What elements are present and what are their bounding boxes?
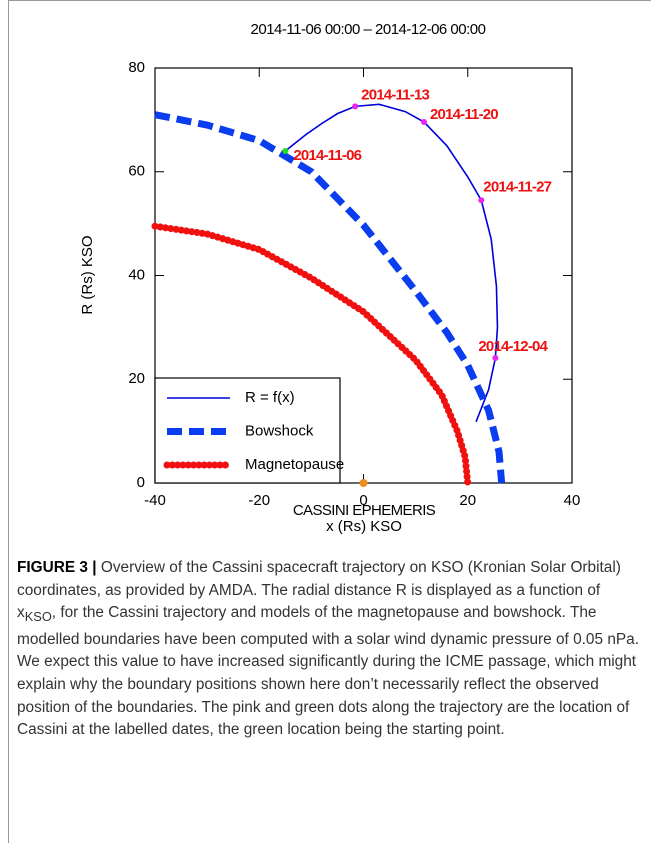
series-line: [284, 103, 499, 423]
x-tick-label: 40: [564, 492, 581, 509]
series-line: [154, 111, 506, 484]
chart-title: 2014-11-06 00:00 – 2014-12-06 00:00: [251, 21, 486, 38]
series-line: [151, 222, 472, 487]
y-tick-label: 60: [128, 163, 145, 180]
caption-subscript: KSO: [24, 609, 52, 625]
planet-marker: [359, 479, 368, 487]
y-tick-label: 80: [128, 59, 145, 76]
x-tick-label: -40: [144, 492, 166, 509]
figure-frame: [8, 0, 651, 843]
chart: 2014-11-06 00:00 – 2014-12-06 00:00 CASS…: [79, 21, 581, 535]
x-tick-label: 20: [459, 492, 476, 509]
date-label: 2014-11-13: [361, 86, 429, 103]
caption: FIGURE 3 | Overview of the Cassini space…: [17, 557, 639, 742]
date-point: [352, 103, 359, 110]
caption-text: Overview of the Cassini spacecraft traje…: [17, 559, 621, 622]
x-axis-label: CASSINI EPHEMERIS: [293, 502, 436, 519]
y-axis-label: R (Rs) KSO: [79, 235, 96, 314]
x-axis-label: x (Rs) KSO: [326, 518, 402, 535]
date-point: [478, 197, 485, 204]
y-tick-label: 20: [128, 370, 145, 387]
date-label: 2014-12-04: [478, 338, 548, 355]
date-label: 2014-11-27: [483, 178, 551, 195]
x-tick-label: 0: [359, 492, 367, 509]
caption-text: , for the Cassini trajectory and models …: [17, 604, 639, 739]
y-tick-label: 0: [137, 474, 145, 491]
date-label: 2014-11-20: [430, 106, 498, 123]
date-label: 2014-11-06: [293, 147, 361, 164]
caption-label: FIGURE 3 |: [17, 559, 97, 576]
date-point: [492, 354, 499, 361]
y-tick-label: 40: [128, 266, 145, 283]
date-point: [420, 118, 427, 125]
legend-label: Bowshock: [245, 422, 314, 439]
date-point: [282, 148, 289, 154]
x-tick-label: -20: [248, 492, 270, 509]
legend-label: Magnetopause: [245, 456, 344, 473]
legend-label: R = f(x): [245, 389, 295, 406]
